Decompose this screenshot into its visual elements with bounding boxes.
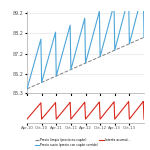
Legend: Precio limpio (precio ex-cupón), Precio sucio (precio con cupón corrido), Interé: Precio limpio (precio ex-cupón), Precio …	[33, 136, 132, 148]
